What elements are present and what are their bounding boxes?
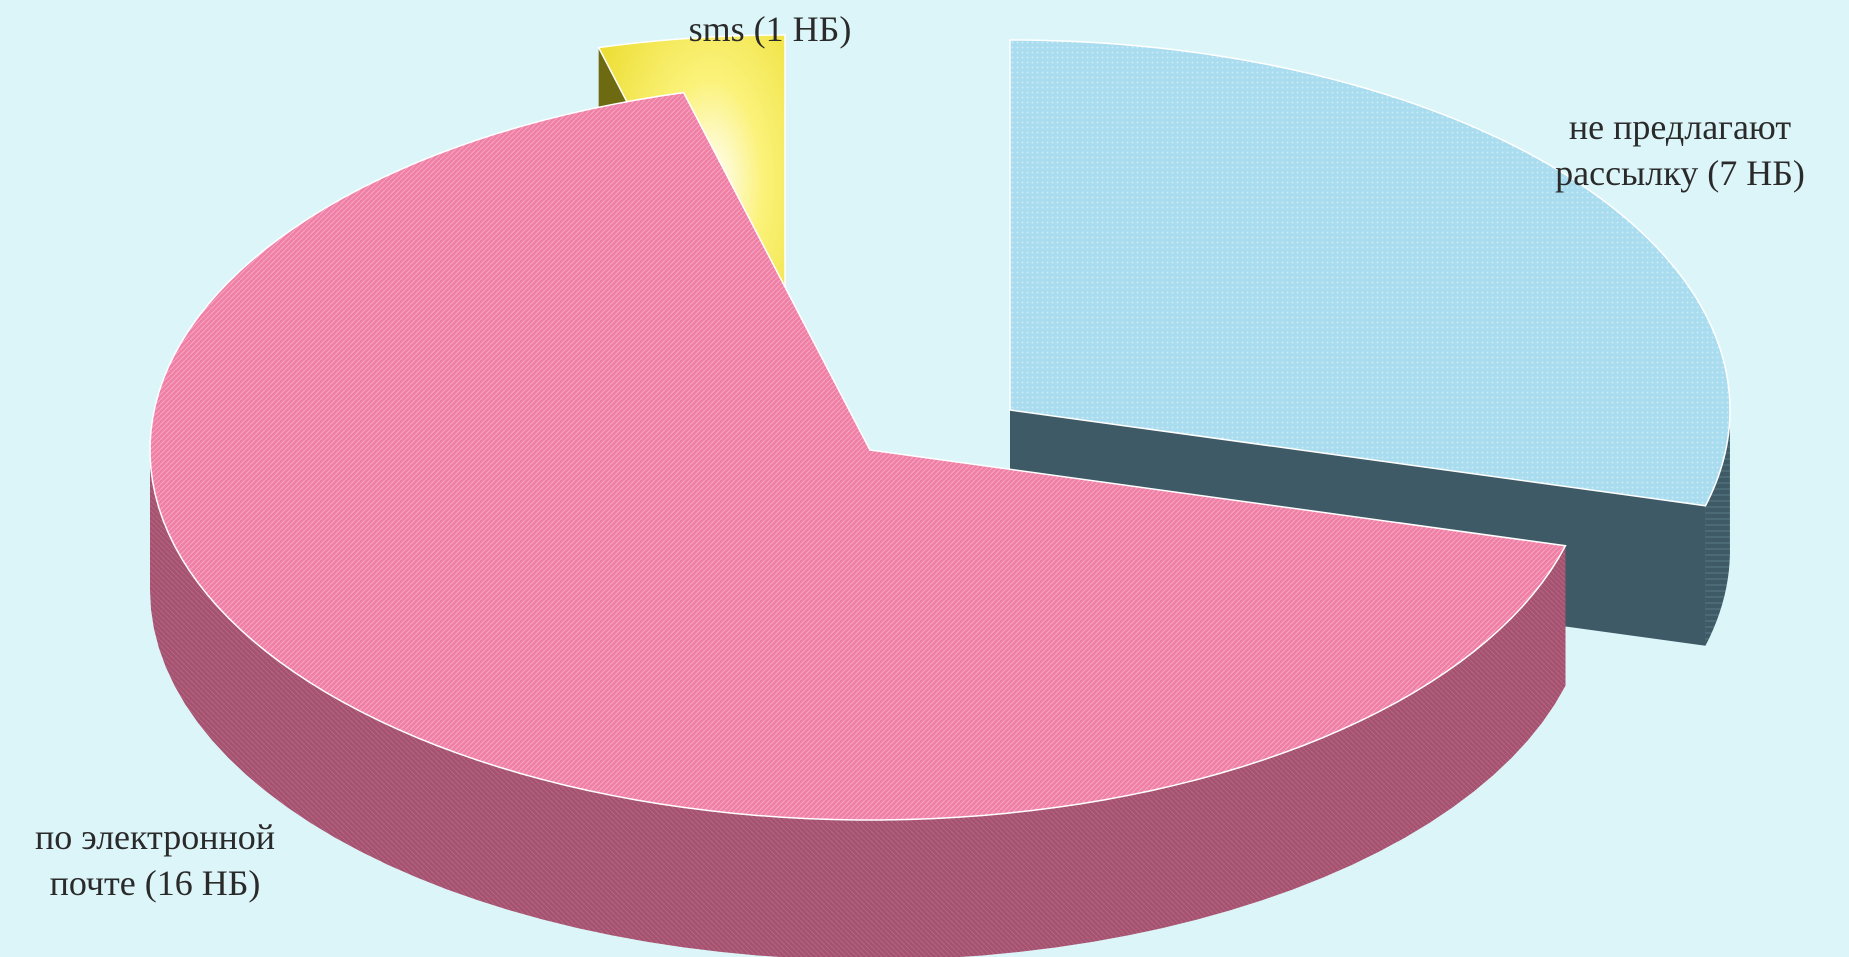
slice-label-email: по электронной почте (16 НБ) xyxy=(35,817,275,903)
slice-label-no-mailing: не предлагают рассылку (7 НБ) xyxy=(1555,107,1805,193)
slice-label-sms: sms (1 НБ) xyxy=(688,9,852,49)
pie-slice-email xyxy=(149,91,1567,957)
